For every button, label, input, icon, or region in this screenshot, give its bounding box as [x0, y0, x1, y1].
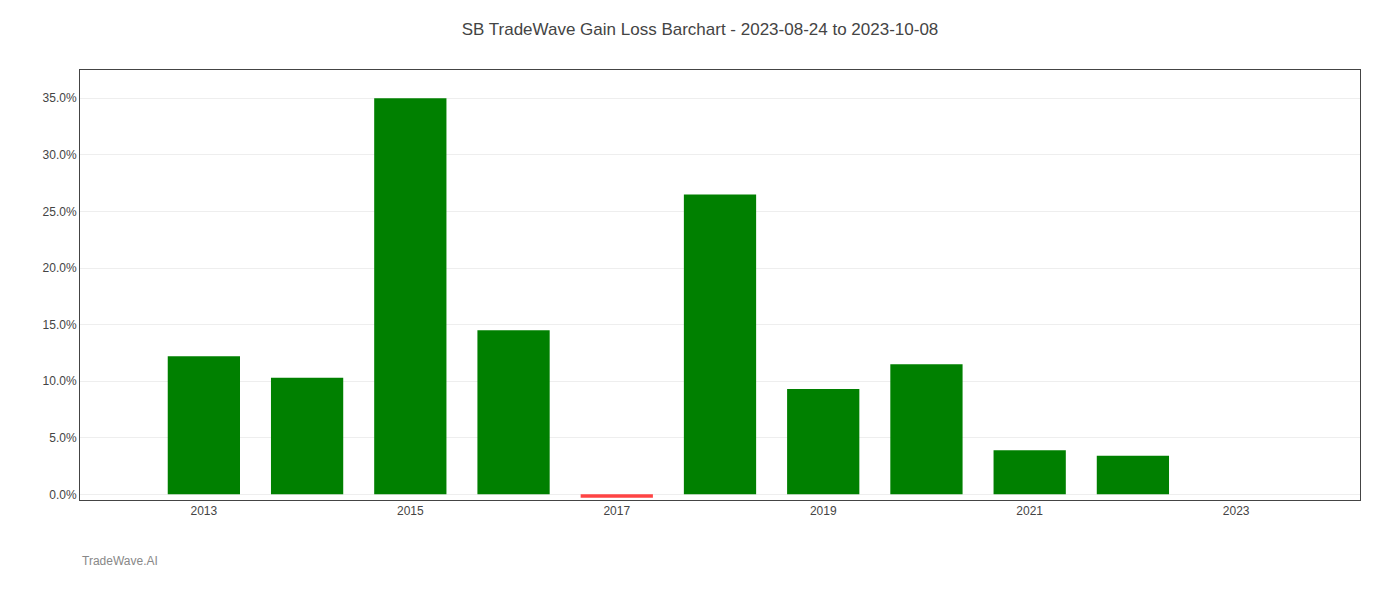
svg-text:2013: 2013 [191, 504, 218, 518]
svg-text:2019: 2019 [810, 504, 837, 518]
svg-text:5.0%: 5.0% [49, 431, 77, 445]
svg-text:20.0%: 20.0% [43, 261, 77, 275]
svg-text:2015: 2015 [397, 504, 424, 518]
svg-text:30.0%: 30.0% [43, 148, 77, 162]
svg-text:0.0%: 0.0% [49, 488, 77, 502]
svg-text:35.0%: 35.0% [43, 91, 77, 105]
svg-text:2023: 2023 [1223, 504, 1250, 518]
svg-text:10.0%: 10.0% [43, 374, 77, 388]
svg-text:SB TradeWave Gain Loss Barchar: SB TradeWave Gain Loss Barchart - 2023-0… [462, 20, 939, 39]
svg-text:15.0%: 15.0% [43, 318, 77, 332]
svg-text:25.0%: 25.0% [43, 205, 77, 219]
svg-text:2017: 2017 [603, 504, 630, 518]
svg-text:TradeWave.AI: TradeWave.AI [82, 554, 158, 568]
svg-text:2021: 2021 [1016, 504, 1043, 518]
